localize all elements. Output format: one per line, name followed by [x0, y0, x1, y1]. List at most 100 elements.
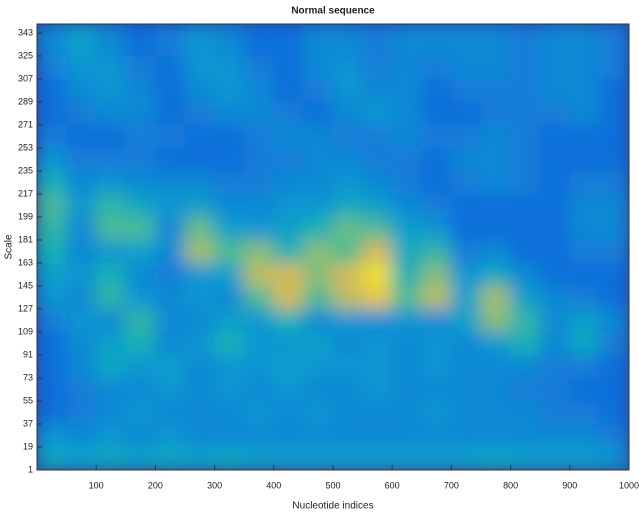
heatmap-cell	[96, 400, 127, 424]
x-tick-label: 200	[148, 480, 163, 490]
heatmap-cell	[392, 147, 423, 171]
heatmap-cell	[333, 55, 364, 79]
heatmap-cell	[421, 285, 452, 309]
heatmap-cell	[214, 308, 245, 332]
heatmap-cell	[599, 147, 630, 171]
heatmap-cell	[451, 285, 482, 309]
heatmap-cell	[421, 377, 452, 401]
y-tick-label: 181	[18, 234, 33, 244]
heatmap-cell	[273, 216, 304, 240]
heatmap-cell	[155, 78, 186, 102]
heatmap-cell	[66, 78, 97, 102]
heatmap-cell	[481, 262, 512, 286]
heatmap-cell	[569, 193, 600, 217]
heatmap-cell	[392, 446, 423, 470]
heatmap-cell	[96, 446, 127, 470]
heatmap-cell	[333, 193, 364, 217]
heatmap-cell	[510, 124, 541, 148]
heatmap-cell	[362, 24, 393, 34]
heatmap-cell	[333, 377, 364, 401]
heatmap-cell	[392, 193, 423, 217]
heatmap-cell	[599, 400, 630, 424]
heatmap-cell	[125, 308, 156, 332]
heatmap-cell	[333, 423, 364, 447]
heatmap-cell	[481, 331, 512, 355]
heatmap-cell	[155, 101, 186, 125]
heatmap-cell	[510, 24, 541, 34]
heatmap-cell	[599, 216, 630, 240]
heatmap-cell	[96, 285, 127, 309]
y-tick-label: 343	[18, 27, 33, 37]
heatmap-cell	[273, 262, 304, 286]
heatmap-cell	[569, 354, 600, 378]
heatmap-cell	[421, 101, 452, 125]
heatmap-cell	[273, 446, 304, 470]
heatmap-cell	[37, 147, 68, 171]
heatmap-cell	[362, 170, 393, 194]
heatmap-cell	[66, 400, 97, 424]
heatmap-cell	[125, 32, 156, 56]
heatmap-cell	[37, 170, 68, 194]
heatmap-cell	[37, 193, 68, 217]
heatmap-cell	[451, 55, 482, 79]
heatmap-cell	[185, 446, 216, 470]
heatmap-cell	[362, 124, 393, 148]
heatmap-cell	[392, 239, 423, 263]
heatmap-cell	[244, 354, 275, 378]
heatmap-cell	[421, 331, 452, 355]
heatmap-cell	[303, 239, 334, 263]
heatmap-cell	[392, 24, 423, 34]
heatmap-cell	[451, 354, 482, 378]
heatmap-cell	[481, 423, 512, 447]
heatmap-cell	[273, 239, 304, 263]
heatmap-cell	[451, 193, 482, 217]
heatmap-cell	[66, 285, 97, 309]
heatmap-cell	[303, 262, 334, 286]
heatmap-cell	[333, 32, 364, 56]
heatmap-cell	[392, 354, 423, 378]
heatmap-cell	[185, 24, 216, 34]
heatmap-cell	[481, 308, 512, 332]
heatmap-cell	[214, 262, 245, 286]
heatmap-cell	[125, 377, 156, 401]
heatmap-cell	[540, 377, 571, 401]
heatmap-cell	[569, 400, 600, 424]
heatmap-cell	[333, 170, 364, 194]
heatmap-cell	[421, 446, 452, 470]
heatmap-cell	[392, 32, 423, 56]
heatmap-cell	[303, 170, 334, 194]
heatmap-cell	[421, 170, 452, 194]
x-tick-label: 600	[385, 480, 400, 490]
heatmap-cell	[362, 101, 393, 125]
heatmap-cell	[214, 446, 245, 470]
heatmap-cell	[569, 262, 600, 286]
heatmap-cell	[540, 24, 571, 34]
heatmap-cell	[155, 147, 186, 171]
heatmap-cell	[599, 193, 630, 217]
heatmap-cell	[244, 193, 275, 217]
heatmap-cell	[540, 170, 571, 194]
heatmap-cell	[273, 170, 304, 194]
heatmap-cell	[481, 193, 512, 217]
heatmap-cell	[37, 78, 68, 102]
heatmap-cell	[540, 285, 571, 309]
heatmap-cell	[333, 446, 364, 470]
heatmap-cell	[481, 400, 512, 424]
heatmap-cell	[96, 239, 127, 263]
heatmap-cell	[421, 32, 452, 56]
heatmap-cell	[421, 400, 452, 424]
heatmap-cell	[421, 216, 452, 240]
heatmap-cell	[244, 308, 275, 332]
heatmap-cell	[244, 147, 275, 171]
y-tick-label: 307	[18, 73, 33, 83]
heatmap-cell	[481, 101, 512, 125]
heatmap-cell	[96, 101, 127, 125]
heatmap-cell	[540, 400, 571, 424]
heatmap-cell	[569, 78, 600, 102]
heatmap-cell	[185, 124, 216, 148]
heatmap-cell	[273, 101, 304, 125]
heatmap-cell	[155, 124, 186, 148]
heatmap-cell	[125, 423, 156, 447]
heatmap-cell	[362, 377, 393, 401]
heatmap-cell	[66, 354, 97, 378]
